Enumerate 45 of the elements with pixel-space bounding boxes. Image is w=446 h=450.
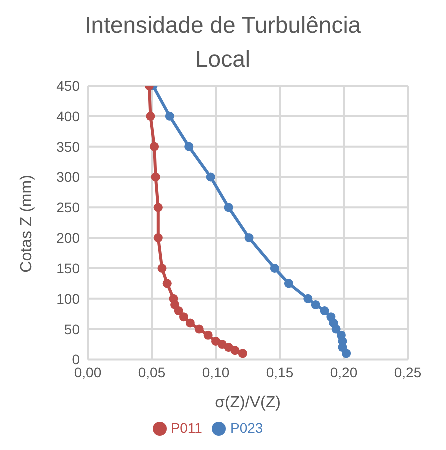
point: [174, 306, 184, 316]
point: [270, 264, 280, 273]
y-tick-label: 200: [56, 230, 80, 246]
point: [244, 234, 254, 243]
point: [194, 324, 204, 334]
y-tick-label: 450: [56, 78, 80, 94]
y-tick-label: 150: [56, 260, 80, 276]
point: [154, 234, 163, 243]
point: [320, 306, 330, 316]
x-tick-label: 0,20: [330, 364, 358, 381]
y-tick-label: 100: [56, 290, 80, 307]
point: [311, 300, 320, 310]
x-axis-title: σ(Z)/V(Z): [215, 394, 281, 412]
point: [150, 142, 160, 152]
point: [332, 324, 341, 334]
y-tick-label: 250: [56, 200, 80, 216]
y-axis-title: Cotas Z (mm): [18, 175, 36, 273]
point: [230, 346, 240, 356]
point: [162, 279, 172, 288]
point: [151, 172, 160, 182]
point: [204, 330, 213, 340]
y-tick-label: 300: [56, 169, 80, 186]
x-tick-label: 0,05: [138, 364, 166, 381]
point: [304, 294, 313, 304]
point: [146, 112, 156, 121]
x-tick-label: 0,25: [394, 364, 422, 381]
point: [224, 203, 234, 212]
y-tick-label: 50: [64, 321, 80, 338]
point: [165, 112, 174, 121]
x-tick-label: 0,15: [266, 364, 294, 381]
point: [179, 312, 189, 322]
chart-title: Intensidade de Turbulência Local: [84, 11, 362, 74]
point: [206, 172, 216, 182]
point: [186, 318, 195, 328]
point: [284, 279, 294, 288]
point: [158, 264, 167, 273]
point: [154, 203, 163, 212]
y-tick-label: 350: [56, 138, 80, 155]
point: [342, 349, 352, 358]
legend-label: P011: [170, 420, 202, 436]
point: [184, 142, 194, 152]
point: [238, 349, 248, 358]
legend-label: P023: [230, 420, 264, 436]
x-tick-label: 0,10: [202, 364, 230, 381]
y-tick-label: 400: [56, 108, 80, 124]
